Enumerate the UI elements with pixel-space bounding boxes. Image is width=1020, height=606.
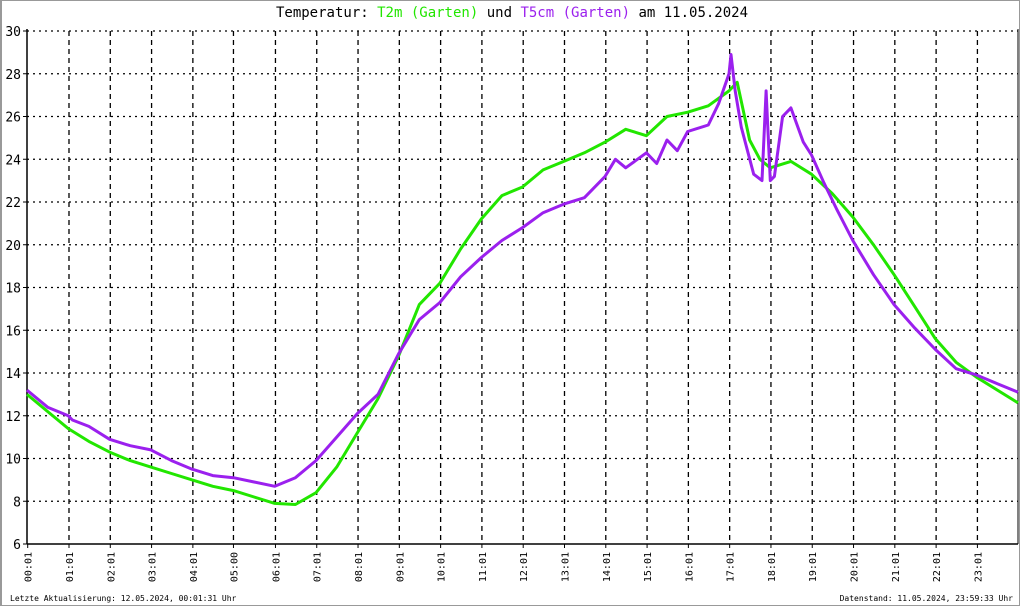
y-tick-label: 14 xyxy=(5,367,21,382)
title-prefix: Temperatur: xyxy=(275,5,378,21)
y-tick-label: 28 xyxy=(5,68,21,83)
y-tick-label: 16 xyxy=(5,324,21,339)
y-tick-label: 12 xyxy=(5,410,21,425)
x-tick-label: 03:01 xyxy=(148,552,159,582)
x-tick-label: 21:01 xyxy=(891,552,902,582)
y-tick-label: 20 xyxy=(5,239,21,254)
x-tick-label: 05:00 xyxy=(229,552,240,582)
x-tick-label: 23:01 xyxy=(973,552,984,582)
y-tick-label: 8 xyxy=(13,495,21,510)
x-tick-label: 04:01 xyxy=(189,552,200,582)
y-tick-label: 30 xyxy=(5,25,21,40)
title-suffix: am 11.05.2024 xyxy=(630,5,749,21)
y-tick-label: 10 xyxy=(5,453,21,468)
x-tick-label: 10:01 xyxy=(437,552,448,582)
y-tick-label: 26 xyxy=(5,111,21,126)
x-tick-label: 20:01 xyxy=(850,552,861,582)
x-tick-label: 14:01 xyxy=(602,552,613,582)
y-tick-label: 24 xyxy=(5,153,21,168)
x-tick-label: 19:01 xyxy=(808,552,819,582)
footer-data-timestamp: Datenstand: 11.05.2024, 23:59:33 Uhr xyxy=(839,594,1013,603)
footer-last-update: Letzte Aktualisierung: 12.05.2024, 00:01… xyxy=(10,594,237,603)
x-tick-label: 06:01 xyxy=(271,552,282,582)
x-tick-label: 12:01 xyxy=(519,552,530,582)
title-series2: T5cm (Garten) xyxy=(520,5,631,21)
x-tick-label: 17:01 xyxy=(726,552,737,582)
x-tick-label: 08:01 xyxy=(354,552,365,582)
x-tick-label: 00:01 xyxy=(24,552,35,582)
x-tick-label: 11:01 xyxy=(478,552,489,582)
title-series1: T2m (Garten) xyxy=(377,5,479,21)
series-line-t5cm xyxy=(26,53,1019,488)
x-tick-label: 16:01 xyxy=(684,552,695,582)
x-tick-label: 01:01 xyxy=(65,552,76,582)
chart-title: Temperatur: T2m (Garten) und T5cm (Garte… xyxy=(2,5,1019,21)
y-tick-label: 18 xyxy=(5,282,21,297)
x-tick-label: 18:01 xyxy=(767,552,778,582)
y-tick-label: 6 xyxy=(13,538,21,553)
x-tick-label: 09:01 xyxy=(395,552,406,582)
x-tick-label: 13:01 xyxy=(560,552,571,582)
y-tick-label: 22 xyxy=(5,196,21,211)
title-middle: und xyxy=(478,5,521,21)
x-tick-label: 02:01 xyxy=(106,552,117,582)
x-tick-label: 15:01 xyxy=(643,552,654,582)
series-line-t2m xyxy=(26,80,1019,506)
x-tick-label: 07:01 xyxy=(313,552,324,582)
x-tick-label: 22:01 xyxy=(932,552,943,582)
